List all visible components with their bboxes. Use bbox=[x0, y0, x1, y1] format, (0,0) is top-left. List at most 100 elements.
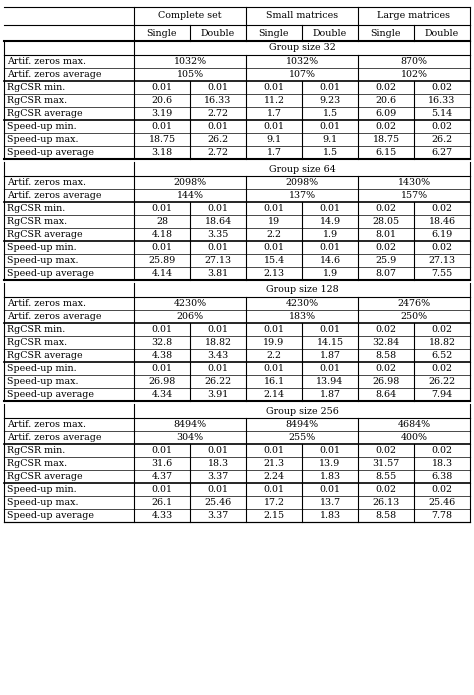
Text: 0.02: 0.02 bbox=[375, 83, 396, 92]
Text: RgCSR average: RgCSR average bbox=[7, 472, 82, 481]
Text: 144%: 144% bbox=[176, 191, 203, 200]
Text: 1.7: 1.7 bbox=[266, 109, 282, 118]
Text: 0.01: 0.01 bbox=[319, 243, 340, 252]
Text: 13.9: 13.9 bbox=[319, 459, 341, 468]
Text: 0.02: 0.02 bbox=[431, 364, 453, 373]
Text: RgCSR max.: RgCSR max. bbox=[7, 96, 67, 105]
Text: Speed-up max.: Speed-up max. bbox=[7, 256, 79, 265]
Text: 15.4: 15.4 bbox=[264, 256, 284, 265]
Text: 0.02: 0.02 bbox=[431, 204, 453, 213]
Text: 25.46: 25.46 bbox=[428, 498, 456, 507]
Text: 1.9: 1.9 bbox=[322, 269, 337, 278]
Text: 2.72: 2.72 bbox=[208, 109, 228, 118]
Text: 1.5: 1.5 bbox=[322, 148, 337, 157]
Text: 0.02: 0.02 bbox=[431, 446, 453, 455]
Text: 13.7: 13.7 bbox=[319, 498, 340, 507]
Text: RgCSR min.: RgCSR min. bbox=[7, 446, 65, 455]
Text: 0.01: 0.01 bbox=[264, 485, 284, 494]
Text: 3.19: 3.19 bbox=[151, 109, 173, 118]
Text: RgCSR min.: RgCSR min. bbox=[7, 204, 65, 213]
Text: RgCSR average: RgCSR average bbox=[7, 351, 82, 360]
Text: 18.82: 18.82 bbox=[428, 338, 456, 347]
Text: 2098%: 2098% bbox=[173, 178, 207, 187]
Text: RgCSR min.: RgCSR min. bbox=[7, 83, 65, 92]
Text: 206%: 206% bbox=[176, 312, 203, 321]
Text: Speed-up min.: Speed-up min. bbox=[7, 485, 77, 494]
Text: RgCSR max.: RgCSR max. bbox=[7, 217, 67, 226]
Text: 0.02: 0.02 bbox=[375, 122, 396, 131]
Text: 0.01: 0.01 bbox=[264, 83, 284, 92]
Text: 8.58: 8.58 bbox=[375, 351, 397, 360]
Text: 3.43: 3.43 bbox=[207, 351, 228, 360]
Text: 3.81: 3.81 bbox=[208, 269, 228, 278]
Text: 25.46: 25.46 bbox=[204, 498, 232, 507]
Text: 0.01: 0.01 bbox=[319, 364, 340, 373]
Text: 20.6: 20.6 bbox=[151, 96, 173, 105]
Text: 4.37: 4.37 bbox=[151, 472, 173, 481]
Text: Single: Single bbox=[147, 28, 177, 38]
Text: 1.83: 1.83 bbox=[319, 511, 340, 520]
Text: 0.01: 0.01 bbox=[319, 204, 340, 213]
Text: Double: Double bbox=[201, 28, 235, 38]
Text: 1.87: 1.87 bbox=[319, 390, 340, 399]
Text: Complete set: Complete set bbox=[158, 12, 222, 20]
Text: 2476%: 2476% bbox=[397, 299, 430, 308]
Text: 870%: 870% bbox=[401, 57, 428, 66]
Text: Speed-up average: Speed-up average bbox=[7, 511, 94, 520]
Text: Artif. zeros average: Artif. zeros average bbox=[7, 70, 101, 79]
Text: Artif. zeros max.: Artif. zeros max. bbox=[7, 57, 86, 66]
Text: 3.91: 3.91 bbox=[207, 390, 228, 399]
Text: RgCSR min.: RgCSR min. bbox=[7, 325, 65, 334]
Text: 2.13: 2.13 bbox=[264, 269, 284, 278]
Text: 3.18: 3.18 bbox=[151, 148, 173, 157]
Text: 14.15: 14.15 bbox=[317, 338, 344, 347]
Text: 1.5: 1.5 bbox=[322, 109, 337, 118]
Text: 0.01: 0.01 bbox=[264, 325, 284, 334]
Text: 32.84: 32.84 bbox=[373, 338, 400, 347]
Text: Speed-up average: Speed-up average bbox=[7, 148, 94, 157]
Text: 18.75: 18.75 bbox=[373, 135, 400, 144]
Text: 18.46: 18.46 bbox=[428, 217, 456, 226]
Text: 4.34: 4.34 bbox=[151, 390, 173, 399]
Text: 0.01: 0.01 bbox=[152, 122, 173, 131]
Text: Single: Single bbox=[259, 28, 289, 38]
Text: 0.01: 0.01 bbox=[319, 485, 340, 494]
Text: 6.09: 6.09 bbox=[375, 109, 397, 118]
Text: Group size 256: Group size 256 bbox=[265, 407, 338, 416]
Text: 1.87: 1.87 bbox=[319, 351, 340, 360]
Text: Speed-up max.: Speed-up max. bbox=[7, 498, 79, 507]
Text: 14.9: 14.9 bbox=[319, 217, 340, 226]
Text: 18.3: 18.3 bbox=[208, 459, 228, 468]
Text: RgCSR max.: RgCSR max. bbox=[7, 459, 67, 468]
Text: 1.9: 1.9 bbox=[322, 230, 337, 239]
Text: 0.01: 0.01 bbox=[152, 204, 173, 213]
Text: Group size 64: Group size 64 bbox=[269, 165, 336, 174]
Text: 0.02: 0.02 bbox=[375, 446, 396, 455]
Text: Speed-up min.: Speed-up min. bbox=[7, 364, 77, 373]
Text: 7.55: 7.55 bbox=[431, 269, 453, 278]
Text: 4.38: 4.38 bbox=[151, 351, 173, 360]
Text: Speed-up average: Speed-up average bbox=[7, 390, 94, 399]
Text: RgCSR average: RgCSR average bbox=[7, 230, 82, 239]
Text: Speed-up max.: Speed-up max. bbox=[7, 377, 79, 386]
Text: 255%: 255% bbox=[288, 433, 316, 442]
Text: Large matrices: Large matrices bbox=[377, 12, 450, 20]
Text: 6.27: 6.27 bbox=[431, 148, 453, 157]
Text: Artif. zeros max.: Artif. zeros max. bbox=[7, 420, 86, 429]
Text: 0.02: 0.02 bbox=[375, 204, 396, 213]
Text: 21.3: 21.3 bbox=[264, 459, 284, 468]
Text: 105%: 105% bbox=[176, 70, 203, 79]
Text: 250%: 250% bbox=[401, 312, 428, 321]
Text: 2.14: 2.14 bbox=[264, 390, 284, 399]
Text: 0.01: 0.01 bbox=[264, 122, 284, 131]
Text: 102%: 102% bbox=[401, 70, 428, 79]
Text: 6.15: 6.15 bbox=[375, 148, 397, 157]
Text: 8.64: 8.64 bbox=[375, 390, 397, 399]
Text: 2.2: 2.2 bbox=[266, 351, 282, 360]
Text: 8494%: 8494% bbox=[285, 420, 319, 429]
Text: 26.13: 26.13 bbox=[373, 498, 400, 507]
Text: 0.02: 0.02 bbox=[375, 243, 396, 252]
Text: 304%: 304% bbox=[176, 433, 203, 442]
Text: 0.01: 0.01 bbox=[264, 204, 284, 213]
Text: 0.01: 0.01 bbox=[152, 83, 173, 92]
